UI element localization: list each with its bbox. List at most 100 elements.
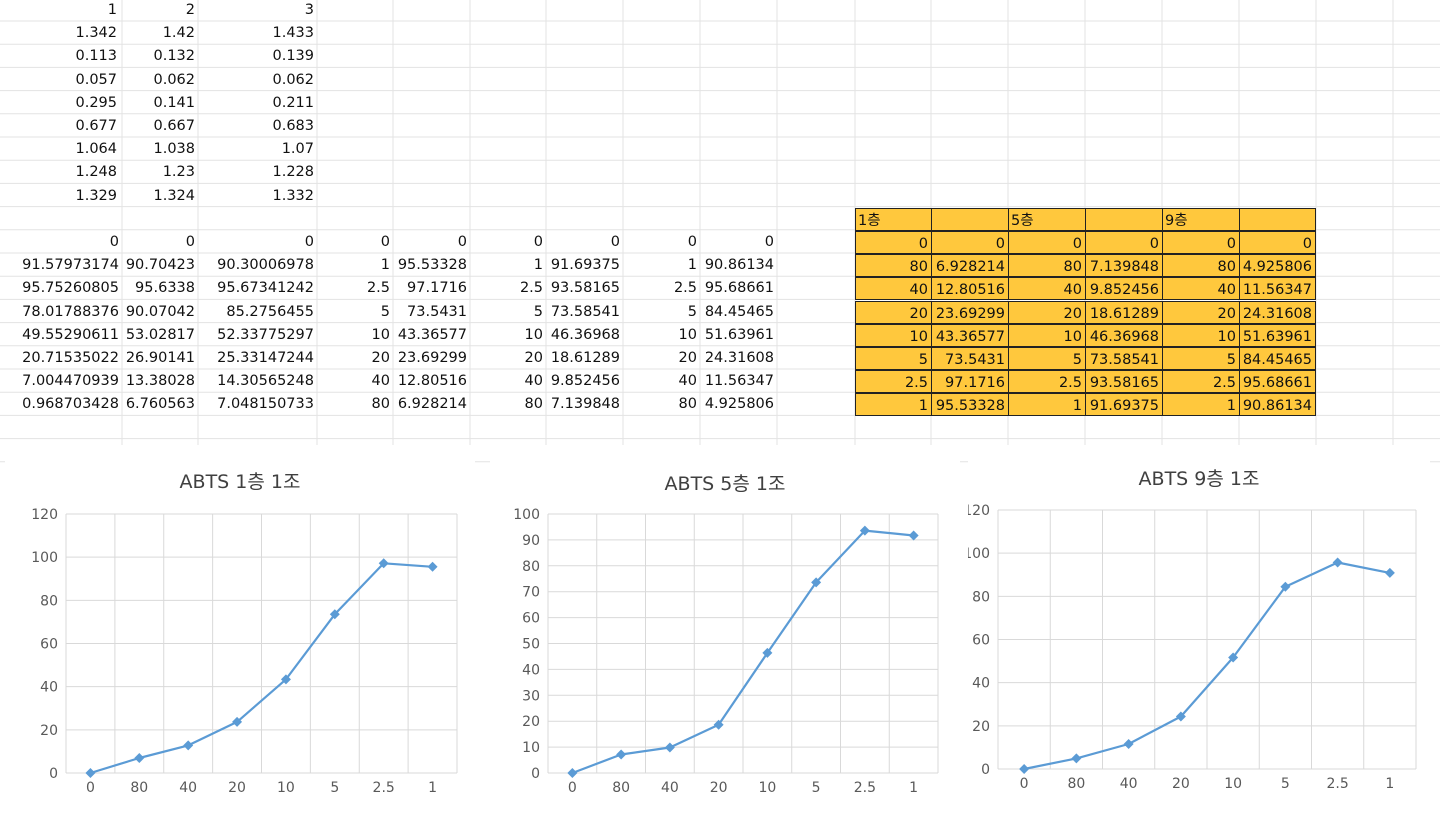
sheet-cell[interactable]: 91.69375 bbox=[550, 257, 620, 274]
sheet-cell[interactable]: 0.683 bbox=[272, 118, 314, 134]
sheet-cell[interactable]: 80 bbox=[371, 396, 390, 413]
yellow-cell[interactable]: 2.5 bbox=[1162, 370, 1240, 394]
sheet-cell[interactable]: 24.31608 bbox=[704, 350, 774, 366]
sheet-cell[interactable]: 25.33147244 bbox=[217, 350, 314, 366]
sheet-cell[interactable]: 0 bbox=[109, 234, 119, 250]
sheet-cell[interactable]: 1.329 bbox=[75, 187, 117, 204]
yellow-cell[interactable]: 20 bbox=[855, 300, 932, 324]
yellow-header-cell[interactable] bbox=[1085, 207, 1163, 231]
sheet-cell[interactable]: 46.36968 bbox=[550, 326, 620, 343]
yellow-cell[interactable]: 0 bbox=[931, 231, 1009, 254]
yellow-cell[interactable]: 1 bbox=[1008, 393, 1086, 417]
sheet-cell[interactable]: 12.80516 bbox=[397, 373, 467, 390]
yellow-cell[interactable]: 73.58541 bbox=[1085, 347, 1163, 370]
yellow-cell[interactable]: 0 bbox=[1162, 231, 1240, 254]
sheet-cell[interactable]: 0.141 bbox=[153, 94, 195, 111]
chart-abts-1f[interactable]: ABTS 1층 1조 0 20 40 60 80 100 120 0 80 40 20 10 5 2.5 1 bbox=[5, 455, 475, 805]
sheet-cell[interactable]: 0.211 bbox=[272, 94, 314, 111]
sheet-cell[interactable]: 43.36577 bbox=[397, 326, 467, 343]
sheet-cell[interactable]: 10 bbox=[371, 326, 390, 343]
sheet-cell[interactable]: 0.295 bbox=[75, 94, 117, 111]
sheet-cell[interactable]: 95.75260805 bbox=[22, 280, 119, 297]
yellow-cell[interactable]: 46.36968 bbox=[1085, 323, 1163, 347]
sheet-cell[interactable]: 53.02817 bbox=[125, 326, 195, 343]
yellow-cell[interactable]: 20 bbox=[1008, 300, 1086, 324]
sheet-cell[interactable]: 0.113 bbox=[75, 48, 117, 65]
sheet-cell[interactable]: 7.004470939 bbox=[22, 373, 119, 390]
sheet-cell[interactable]: 7.048150733 bbox=[217, 396, 314, 413]
sheet-cell[interactable]: 0.062 bbox=[153, 71, 195, 88]
yellow-cell[interactable]: 6.928214 bbox=[931, 254, 1009, 278]
sheet-cell[interactable]: 40 bbox=[524, 373, 543, 390]
yellow-cell[interactable]: 40 bbox=[1008, 277, 1086, 301]
sheet-cell[interactable]: 1.248 bbox=[75, 164, 117, 181]
yellow-header-cell[interactable]: 5층 bbox=[1008, 207, 1086, 231]
yellow-cell[interactable]: 5 bbox=[1008, 347, 1086, 370]
yellow-cell[interactable]: 95.53328 bbox=[931, 393, 1009, 417]
sheet-cell[interactable]: 84.45465 bbox=[704, 303, 774, 320]
sheet-cell[interactable]: 40 bbox=[371, 373, 390, 390]
yellow-cell[interactable]: 11.56347 bbox=[1239, 277, 1316, 301]
sheet-cell[interactable]: 1 bbox=[533, 257, 543, 274]
yellow-cell[interactable]: 80 bbox=[855, 254, 932, 278]
yellow-cell[interactable]: 0 bbox=[1008, 231, 1086, 254]
sheet-cell[interactable]: 3 bbox=[304, 2, 314, 18]
yellow-cell[interactable]: 84.45465 bbox=[1239, 347, 1316, 370]
sheet-cell[interactable]: 85.2756455 bbox=[226, 303, 314, 320]
sheet-cell[interactable]: 0.062 bbox=[272, 71, 314, 88]
sheet-cell[interactable]: 80 bbox=[524, 396, 543, 413]
sheet-cell[interactable]: 1.433 bbox=[272, 25, 314, 42]
sheet-cell[interactable]: 1.23 bbox=[162, 164, 195, 181]
yellow-cell[interactable]: 9.852456 bbox=[1085, 277, 1163, 301]
sheet-cell[interactable]: 90.70423 bbox=[125, 257, 195, 274]
yellow-cell[interactable]: 2.5 bbox=[855, 370, 932, 394]
yellow-cell[interactable]: 73.5431 bbox=[931, 347, 1009, 370]
sheet-cell[interactable]: 5 bbox=[380, 303, 390, 320]
sheet-cell[interactable]: 20 bbox=[371, 350, 390, 366]
sheet-cell[interactable]: 0 bbox=[304, 234, 314, 250]
yellow-cell[interactable]: 51.63961 bbox=[1239, 323, 1316, 347]
sheet-cell[interactable]: 78.01788376 bbox=[22, 303, 119, 320]
sheet-cell[interactable]: 18.61289 bbox=[550, 350, 620, 366]
sheet-cell[interactable]: 52.33775297 bbox=[217, 326, 314, 343]
yellow-cell[interactable]: 5 bbox=[855, 347, 932, 370]
sheet-cell[interactable]: 0 bbox=[687, 234, 697, 250]
sheet-cell[interactable]: 0.057 bbox=[75, 71, 117, 88]
sheet-cell[interactable]: 0.677 bbox=[75, 118, 117, 134]
yellow-cell[interactable]: 2.5 bbox=[1008, 370, 1086, 394]
yellow-cell[interactable]: 97.1716 bbox=[931, 370, 1009, 394]
sheet-cell[interactable]: 95.6338 bbox=[135, 280, 195, 297]
sheet-cell[interactable]: 0.139 bbox=[272, 48, 314, 65]
yellow-header-cell[interactable]: 1층 bbox=[855, 207, 932, 231]
chart-abts-5f[interactable]: ABTS 5층 1조 0 10 20 30 40 50 60 70 80 90 100 0 80 40 20… bbox=[490, 455, 960, 805]
sheet-cell[interactable]: 1.342 bbox=[75, 25, 117, 42]
sheet-cell[interactable]: 0.968703428 bbox=[22, 396, 119, 413]
yellow-cell[interactable]: 40 bbox=[1162, 277, 1240, 301]
yellow-cell[interactable]: 40 bbox=[855, 277, 932, 301]
sheet-cell[interactable]: 90.30006978 bbox=[217, 257, 314, 274]
yellow-cell[interactable]: 10 bbox=[855, 323, 932, 347]
sheet-cell[interactable]: 93.58165 bbox=[550, 280, 620, 297]
sheet-cell[interactable]: 1 bbox=[107, 2, 117, 18]
yellow-cell[interactable]: 80 bbox=[1008, 254, 1086, 278]
sheet-cell[interactable]: 1.228 bbox=[272, 164, 314, 181]
sheet-cell[interactable]: 26.90141 bbox=[125, 350, 195, 366]
sheet-cell[interactable]: 5 bbox=[533, 303, 543, 320]
sheet-cell[interactable]: 97.1716 bbox=[407, 280, 467, 297]
sheet-cell[interactable]: 0 bbox=[610, 234, 620, 250]
sheet-cell[interactable]: 73.58541 bbox=[550, 303, 620, 320]
yellow-header-cell[interactable] bbox=[931, 207, 1009, 231]
sheet-cell[interactable]: 0.667 bbox=[153, 118, 195, 134]
sheet-cell[interactable]: 90.07042 bbox=[125, 303, 195, 320]
sheet-cell[interactable]: 49.55290611 bbox=[22, 326, 119, 343]
sheet-cell[interactable]: 6.928214 bbox=[397, 396, 467, 413]
sheet-cell[interactable]: 20.71535022 bbox=[22, 350, 119, 366]
yellow-cell[interactable]: 10 bbox=[1162, 323, 1240, 347]
yellow-cell[interactable]: 0 bbox=[855, 231, 932, 254]
yellow-cell[interactable]: 95.68661 bbox=[1239, 370, 1316, 394]
yellow-header-cell[interactable] bbox=[1239, 207, 1316, 231]
sheet-cell[interactable]: 80 bbox=[678, 396, 697, 413]
yellow-cell[interactable]: 20 bbox=[1162, 300, 1240, 324]
sheet-cell[interactable]: 2.5 bbox=[673, 280, 697, 297]
sheet-cell[interactable]: 1.038 bbox=[153, 141, 195, 158]
